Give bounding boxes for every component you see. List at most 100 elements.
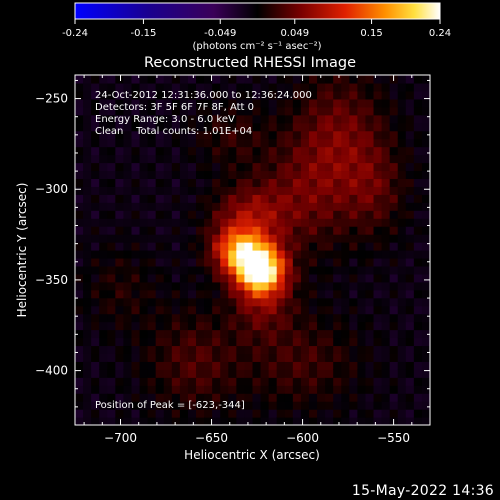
heatmap-cell [131, 98, 141, 108]
heatmap-cell [397, 265, 407, 275]
heatmap-cell [236, 345, 246, 354]
heatmap-cell [365, 178, 375, 187]
heatmap-cell [115, 234, 125, 243]
heatmap-cell [123, 106, 133, 116]
heatmap-cell [389, 321, 399, 331]
heatmap-cell [228, 234, 237, 243]
heatmap-cell [179, 393, 189, 402]
heatmap-cell [204, 186, 213, 195]
heatmap-cell [123, 218, 133, 227]
heatmap-cell [187, 257, 197, 267]
heatmap-cell [123, 321, 133, 331]
heatmap-cell [292, 281, 302, 291]
heatmap-cell [252, 226, 262, 235]
heatmap-cell [268, 273, 278, 283]
heatmap-cell [91, 82, 100, 92]
heatmap-cell [204, 138, 213, 148]
heatmap-cell [317, 75, 326, 84]
heatmap-cell [155, 273, 165, 283]
heatmap-cell [171, 409, 181, 418]
heatmap-cell [341, 218, 350, 227]
heatmap-cell [349, 82, 358, 92]
heatmap-cell [99, 377, 108, 386]
heatmap-cell [333, 361, 342, 370]
heatmap-cell [389, 186, 399, 195]
heatmap-cell [300, 98, 310, 108]
heatmap-cell [284, 337, 294, 347]
heatmap-cell [292, 186, 302, 195]
heatmap-cell [284, 90, 294, 100]
heatmap-cell [196, 234, 205, 243]
colorbar-unit-label: (photons cm⁻² s⁻¹ asec⁻²) [192, 41, 321, 52]
heatmap-cell [115, 385, 125, 394]
heatmap-cell [341, 210, 350, 219]
heatmap-cell [300, 226, 310, 235]
heatmap-cell [99, 273, 108, 283]
heatmap-cell [131, 82, 141, 92]
heatmap-cell [212, 353, 221, 362]
heatmap-cell [139, 345, 149, 354]
heatmap-cell [260, 353, 270, 362]
heatmap-cell [260, 377, 270, 386]
heatmap-cell [131, 297, 141, 307]
heatmap-cell [196, 305, 205, 315]
heatmap-cell [405, 98, 415, 108]
heatmap-cell [115, 353, 125, 362]
heatmap-cell [196, 369, 205, 378]
heatmap-cell [196, 361, 205, 370]
heatmap-cell [357, 154, 367, 164]
heatmap-cell [389, 385, 399, 394]
heatmap-cell [83, 361, 92, 370]
heatmap-cell [405, 194, 415, 203]
heatmap-cell [204, 385, 213, 394]
heatmap-cell [147, 75, 157, 84]
heatmap-cell [115, 281, 125, 291]
heatmap-cell [381, 186, 391, 195]
heatmap-cell [163, 226, 173, 235]
heatmap-cell [405, 186, 415, 195]
chart-title: Reconstructed RHESSI Image [144, 55, 356, 71]
x-axis: −700 −650 −600 −550 [83, 75, 431, 445]
heatmap-cell [300, 114, 310, 124]
heatmap-cell [147, 377, 157, 386]
heatmap-cell [115, 226, 125, 235]
heatmap-cell [139, 162, 149, 172]
heatmap-cell [292, 321, 302, 331]
heatmap-cell [341, 273, 350, 283]
heatmap-cell [373, 210, 383, 219]
heatmap-cell [389, 114, 399, 124]
heatmap-cell [171, 75, 181, 84]
heatmap-cell [163, 186, 173, 195]
heatmap-cell [276, 210, 286, 219]
heatmap-cell [115, 305, 125, 315]
colorbar: -0.24 -0.15 -0.049 0.049 0.15 0.24 (photons c… [62, 2, 451, 52]
heatmap-cell [163, 321, 173, 331]
heatmap-cell [300, 138, 310, 148]
heatmap-cell [75, 257, 84, 267]
heatmap-cell [75, 289, 84, 299]
heatmap-cell [421, 353, 430, 362]
heatmap-cell [139, 186, 149, 195]
heatmap-cell [83, 234, 92, 243]
heatmap-cell [163, 98, 173, 108]
heatmap-cell [349, 393, 358, 402]
heatmap-cell [187, 210, 197, 219]
heatmap-cell [317, 178, 326, 187]
heatmap-cell [292, 297, 302, 307]
heatmap-cell [171, 377, 181, 386]
heatmap-cell [131, 218, 141, 227]
heatmap-cell [300, 313, 310, 323]
heatmap-cell [268, 234, 278, 243]
heatmap-cell [333, 289, 342, 299]
heatmap-cell [284, 130, 294, 140]
heatmap-cell [99, 122, 108, 132]
heatmap-cell [179, 90, 189, 100]
heatmap-cell [341, 417, 350, 425]
heatmap-cell [147, 361, 157, 370]
heatmap-cell [373, 401, 383, 410]
heatmap-cell [123, 82, 133, 92]
heatmap-cell [365, 313, 375, 323]
heatmap-cell [139, 257, 149, 267]
heatmap-cell [413, 146, 423, 156]
heatmap-cell [300, 242, 310, 251]
